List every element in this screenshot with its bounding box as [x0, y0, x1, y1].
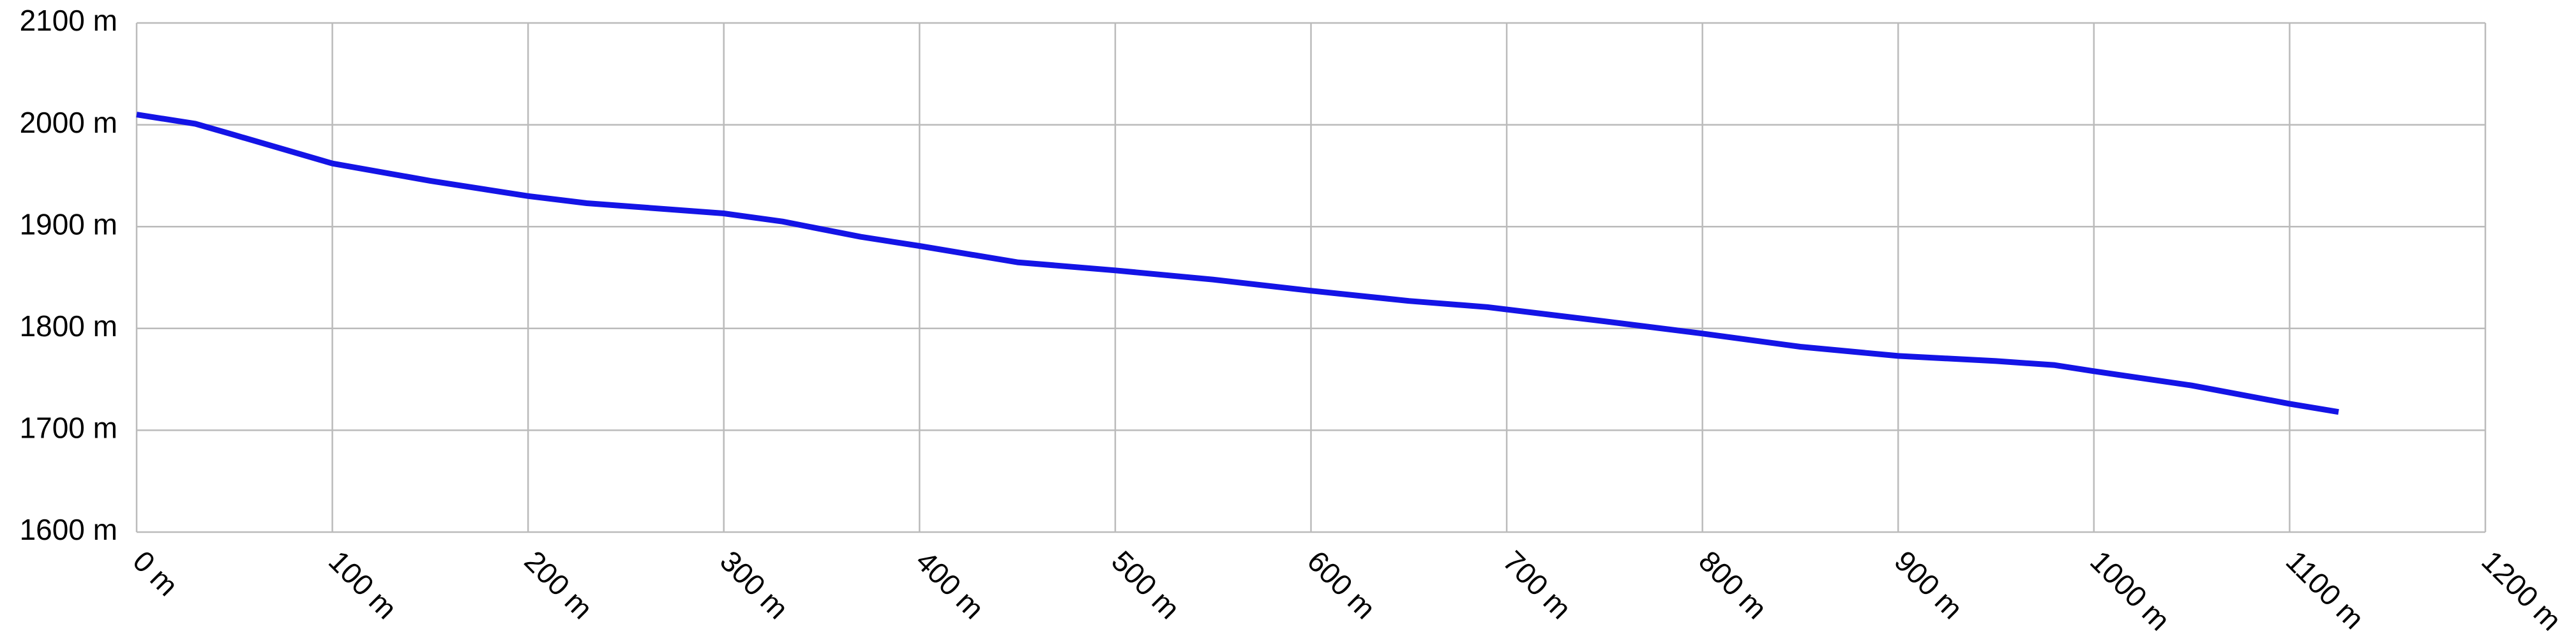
x-tick-label: 800 m — [1692, 544, 1774, 625]
y-tick-label: 2000 m — [20, 106, 117, 139]
y-tick-label: 1800 m — [20, 309, 117, 343]
x-tick-label: 500 m — [1105, 544, 1186, 625]
y-tick-label: 1700 m — [20, 412, 117, 445]
x-tick-label: 200 m — [518, 544, 599, 625]
x-tick-label: 1000 m — [2084, 544, 2176, 637]
x-tick-label: 700 m — [1496, 544, 1578, 625]
x-tick-label: 0 m — [126, 544, 185, 602]
x-tick-label: 100 m — [322, 544, 403, 625]
x-tick-label: 1100 m — [2280, 544, 2371, 635]
y-tick-label: 1900 m — [20, 207, 117, 241]
y-tick-label: 2100 m — [20, 4, 117, 37]
x-tick-label: 300 m — [714, 544, 795, 625]
elevation-line — [136, 112, 2339, 415]
x-tick-label: 900 m — [1888, 544, 1970, 625]
x-tick-label: 400 m — [910, 544, 991, 625]
x-tick-label: 1200 m — [2475, 544, 2568, 637]
y-tick-label: 1600 m — [20, 513, 117, 546]
x-tick-label: 600 m — [1301, 544, 1382, 625]
